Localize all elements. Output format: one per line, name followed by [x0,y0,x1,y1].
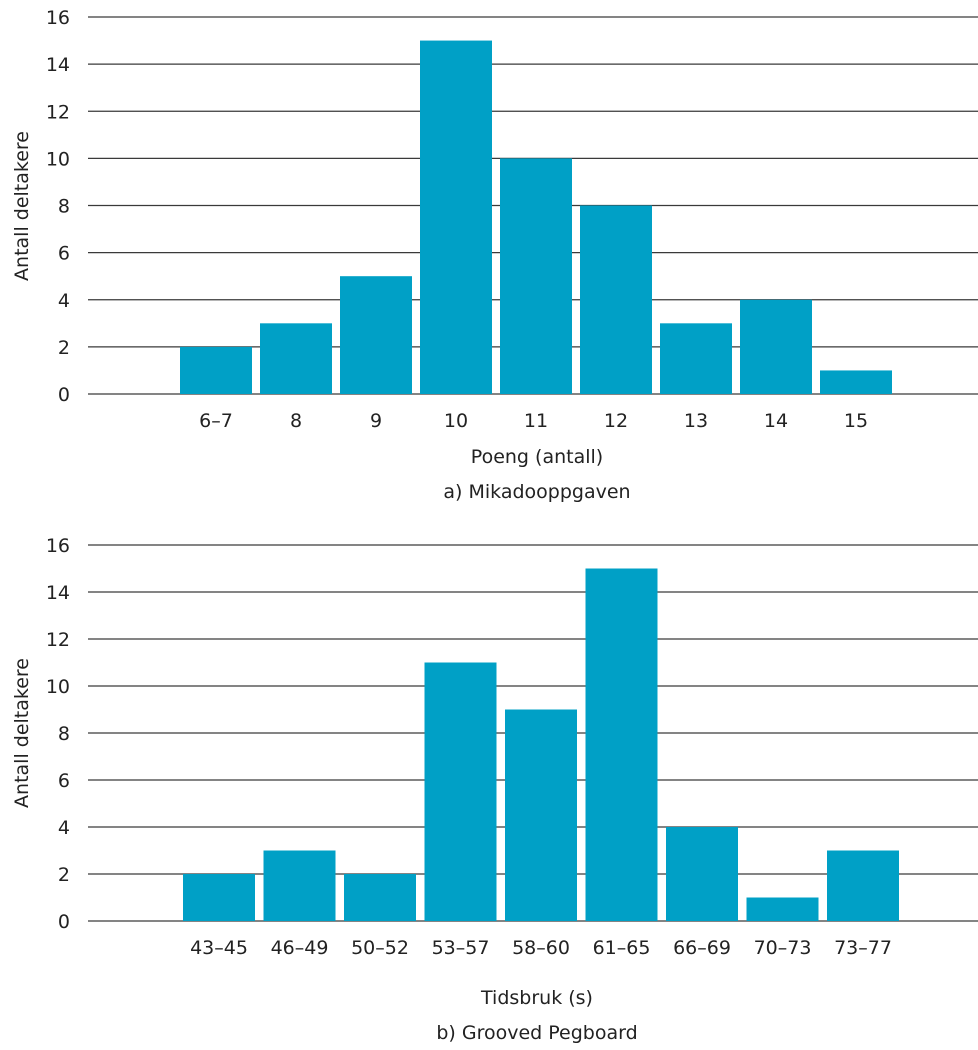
bar [505,709,577,921]
bars [180,40,892,394]
x-axis-title: Tidsbruk (s) [480,987,593,1009]
y-tick-label: 6 [58,243,70,265]
x-tick-label: 13 [684,410,708,432]
chart-caption: a) Mikadooppgaven [443,481,630,503]
bar [260,323,332,394]
y-tick-label: 0 [58,911,70,933]
bar [340,276,412,394]
x-tick-label: 11 [524,410,548,432]
y-tick-label: 2 [58,864,70,886]
x-axis-title: Poeng (antall) [471,446,603,468]
x-tick-label: 46–49 [271,937,329,959]
bar [183,874,255,921]
y-tick-label: 6 [58,770,70,792]
y-tick-labels: 0 2 4 6 8 10 12 14 16 [46,535,70,933]
y-tick-label: 14 [46,54,70,76]
x-tick-label: 14 [764,410,788,432]
bar [580,205,652,394]
x-tick-label: 12 [604,410,628,432]
y-tick-label: 8 [58,196,70,218]
y-tick-label: 12 [46,101,70,123]
bar [585,568,658,921]
y-tick-label: 4 [58,290,70,312]
x-tick-label: 6–7 [199,410,233,432]
x-tick-label: 61–65 [593,937,651,959]
y-tick-label: 14 [46,582,70,604]
bar [420,40,492,394]
x-tick-labels: 43–45 46–49 50–52 53–57 58–60 61–65 66–69 70–73… [190,937,892,959]
y-tick-label: 2 [58,337,70,359]
x-tick-label: 53–57 [432,937,490,959]
bar [660,323,732,394]
y-axis-title: Antall deltakere [11,131,33,281]
y-tick-labels: 0 2 4 6 8 10 12 14 16 [46,7,70,406]
bars [183,568,899,921]
y-tick-label: 10 [46,148,70,170]
bar [263,850,336,921]
x-tick-label: 43–45 [190,937,248,959]
x-tick-label: 58–60 [512,937,570,959]
y-tick-label: 10 [46,676,70,698]
x-tick-label: 9 [370,410,382,432]
bar [827,850,899,921]
bar [344,874,416,921]
chart-mikadooppgaven: 0 2 4 6 8 10 12 14 16 6–7 8 9 10 11 12 13 14 15 Antall d… [11,7,978,503]
chart-caption: b) Grooved Pegboard [436,1022,637,1044]
x-tick-label: 70–73 [754,937,812,959]
bar [424,662,497,921]
bar [740,299,812,394]
x-tick-label: 10 [444,410,468,432]
x-tick-label: 8 [290,410,302,432]
y-tick-label: 4 [58,817,70,839]
y-tick-label: 16 [46,7,70,29]
y-tick-label: 8 [58,723,70,745]
chart-grooved-pegboard: 0 2 4 6 8 10 12 14 16 43–45 46–49 50–52 53–57 58–60 6… [11,535,978,1044]
x-tick-label: 66–69 [673,937,731,959]
y-tick-label: 12 [46,629,70,651]
bar [820,370,892,394]
bar [746,897,819,921]
x-tick-labels: 6–7 8 9 10 11 12 13 14 15 [199,410,868,432]
x-tick-label: 50–52 [351,937,409,959]
y-axis-title: Antall deltakere [11,658,33,808]
y-tick-label: 16 [46,535,70,557]
y-tick-label: 0 [58,384,70,406]
bar [666,827,738,921]
x-tick-label: 73–77 [834,937,892,959]
bar [180,346,252,394]
x-tick-label: 15 [844,410,868,432]
bar [500,158,572,394]
